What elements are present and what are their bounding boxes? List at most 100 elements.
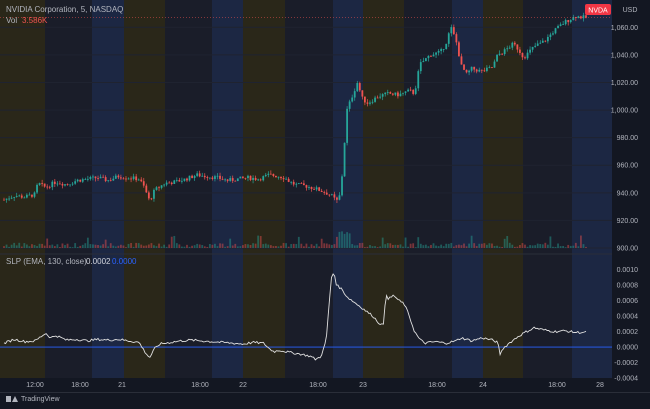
candle-body-155 — [397, 92, 399, 97]
candle-body-165 — [422, 61, 425, 63]
volume-bar-203 — [519, 245, 521, 248]
candle-body-15 — [41, 183, 44, 184]
volume-bar-68 — [175, 243, 178, 248]
candle-body-149 — [381, 94, 384, 97]
candle-body-96 — [247, 175, 249, 179]
volume-bar-111 — [285, 243, 288, 248]
candle-body-75 — [193, 175, 196, 179]
volume-bar-100 — [257, 235, 260, 248]
candle-body-113 — [290, 181, 293, 183]
indicator-title: SLP (EMA, 130, close) — [6, 257, 87, 266]
candle-body-187 — [478, 69, 481, 72]
candle-body-9 — [25, 194, 28, 198]
volume-bar-74 — [191, 245, 193, 248]
candle-body-166 — [424, 58, 427, 62]
indicator-axis[interactable]: -0.0004 -0.0002 0.0000 0.0002 0.0004 0.0006 0.… — [614, 267, 638, 382]
candle-body-143 — [366, 102, 369, 104]
candle-body-151 — [386, 92, 389, 93]
price-axis[interactable]: 900.00 920.00 940.00 960.00 980.00 1,000.00 1,… — [611, 25, 638, 253]
candle-body-51 — [132, 176, 135, 180]
volume-bar-58 — [150, 243, 153, 248]
candle-body-175 — [447, 33, 450, 44]
volume-bar-201 — [513, 246, 516, 248]
candle-body-226 — [577, 16, 580, 19]
volume-bar-220 — [562, 245, 565, 248]
tradingview-logo[interactable]: TradingView — [6, 395, 60, 403]
volume-bar-226 — [577, 246, 580, 248]
indicator-series — [0, 273, 612, 361]
volume-bar-154 — [394, 244, 397, 248]
candle-body-215 — [549, 34, 552, 37]
candle-body-130 — [333, 194, 336, 198]
volume-bar-59 — [153, 245, 155, 248]
candle-body-68 — [175, 179, 178, 181]
volume-bar-7 — [20, 246, 23, 248]
session-band-8 — [333, 0, 363, 378]
volume-bar-22 — [59, 247, 61, 248]
currency-label[interactable]: USD — [623, 7, 638, 14]
volume-bar-64 — [165, 246, 168, 248]
volume-bar-9 — [25, 244, 28, 248]
candle-body-202 — [516, 44, 519, 50]
volume-bar-67 — [173, 235, 176, 248]
volume-bar-106 — [272, 246, 275, 248]
candle-body-164 — [419, 62, 422, 72]
volume-bar-227 — [580, 235, 582, 248]
volume-bar-163 — [417, 237, 420, 248]
volume-bar-62 — [160, 246, 163, 248]
volume-bar-141 — [361, 242, 364, 248]
volume-bar-85 — [219, 243, 221, 248]
volume-bar-34 — [89, 244, 92, 248]
candle-body-209 — [534, 45, 537, 47]
indicator-tick-6: 0.0008 — [617, 283, 639, 290]
volume-bar-48 — [125, 247, 127, 248]
candle-body-70 — [181, 180, 183, 182]
time-tick-9: 18:00 — [548, 382, 566, 389]
chart-canvas[interactable]: 900.00 920.00 940.00 960.00 980.00 1,000.00 1,… — [0, 0, 650, 392]
time-tick-10: 28 — [596, 382, 604, 389]
volume-bar-72 — [186, 244, 188, 248]
session-band-5 — [212, 0, 243, 378]
volume-bar-228 — [582, 244, 585, 248]
candle-body-147 — [376, 97, 379, 99]
volume-bar-102 — [262, 244, 265, 248]
candle-body-139 — [356, 83, 359, 92]
time-axis[interactable]: 12:00 18:00 21 18:00 22 18:00 23 18:00 24 18:00 28 — [26, 382, 604, 389]
candle-body-152 — [389, 92, 392, 94]
volume-bar-129 — [330, 244, 333, 248]
candle-body-145 — [371, 101, 374, 103]
volume-bar-11 — [31, 244, 33, 248]
volume-bar-149 — [381, 237, 384, 248]
volume-bar-5 — [15, 245, 18, 248]
session-band-1 — [45, 0, 92, 378]
volume-bar-202 — [516, 246, 519, 248]
candle-body-201 — [513, 42, 516, 45]
candle-body-21 — [56, 183, 59, 185]
candle-body-57 — [147, 192, 150, 199]
candle-body-210 — [536, 43, 539, 46]
candle-body-190 — [485, 67, 488, 72]
volume-bar-12 — [33, 245, 36, 248]
volume-bar-188 — [480, 243, 483, 248]
volume-bar-159 — [407, 246, 409, 248]
volume-bar-43 — [112, 245, 115, 248]
volume-bar-205 — [524, 244, 526, 248]
candle-body-176 — [450, 27, 453, 34]
volume-bar-98 — [252, 243, 254, 248]
candle-body-186 — [475, 69, 478, 72]
candle-body-5 — [15, 196, 18, 198]
indicator-value-1: 0.0002 — [86, 257, 111, 266]
candle-body-111 — [285, 178, 288, 180]
volume-bar-155 — [397, 244, 399, 248]
candle-body-127 — [325, 192, 328, 195]
gridlines — [0, 26, 612, 249]
candle-body-22 — [59, 183, 61, 185]
volume-bar-157 — [402, 246, 404, 248]
volume-bar-204 — [521, 243, 524, 248]
volume-bar-32 — [84, 243, 87, 248]
candle-body-14 — [38, 183, 41, 185]
volume-bar-90 — [231, 245, 234, 248]
candle-body-60 — [155, 187, 158, 190]
volume-bar-165 — [422, 245, 425, 248]
candle-body-89 — [229, 178, 232, 181]
